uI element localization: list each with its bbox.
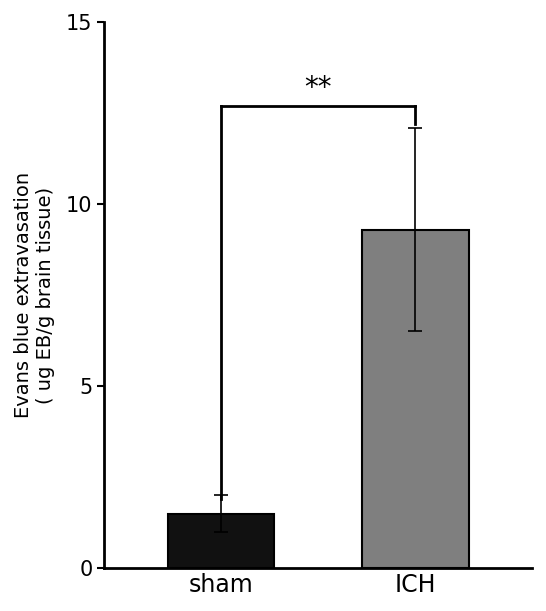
Y-axis label: Evans blue extravasation
( ug EB/g brain tissue): Evans blue extravasation ( ug EB/g brain… bbox=[14, 172, 55, 418]
Bar bbox=[168, 514, 275, 568]
Bar bbox=[362, 230, 469, 568]
Text: **: ** bbox=[305, 74, 332, 102]
